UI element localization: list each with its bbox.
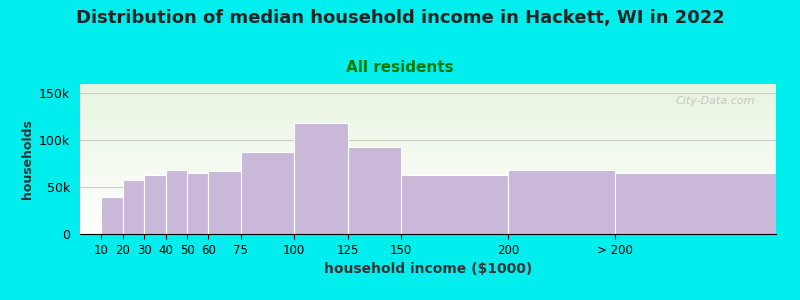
Text: Distribution of median household income in Hackett, WI in 2022: Distribution of median household income … [76, 9, 724, 27]
Bar [187, 173, 209, 234]
Text: City-Data.com: City-Data.com [676, 96, 755, 106]
Bar [209, 171, 241, 234]
Bar [166, 170, 187, 234]
Bar [241, 152, 294, 234]
Bar [615, 173, 776, 234]
Bar [102, 196, 123, 234]
Bar [123, 180, 144, 234]
Bar [402, 175, 508, 234]
Text: All residents: All residents [346, 60, 454, 75]
Bar [294, 123, 348, 234]
X-axis label: household income ($1000): household income ($1000) [324, 262, 532, 276]
Bar [508, 170, 615, 234]
Bar [144, 175, 166, 234]
Bar [348, 147, 402, 234]
Y-axis label: households: households [21, 119, 34, 199]
